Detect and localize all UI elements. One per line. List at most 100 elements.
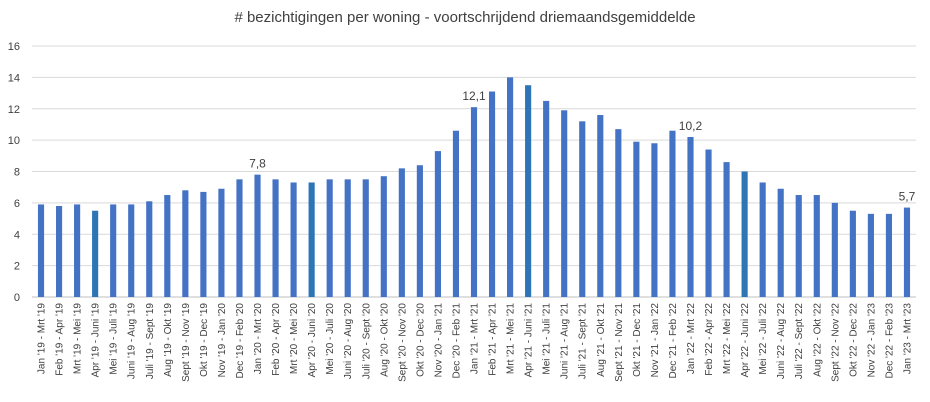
- y-axis-ticks: 0 2 4 6 8 10 12 14 16: [8, 41, 20, 304]
- x-tick-label: Jan '21 - Mrt '21: [470, 303, 481, 375]
- y-tick-label: 4: [14, 229, 20, 241]
- bar: [380, 176, 387, 297]
- x-tick-label: Mei '20 - Juli '20: [325, 303, 336, 375]
- bar: [651, 143, 658, 297]
- bar: [723, 162, 730, 297]
- bar: [362, 179, 369, 297]
- x-tick-label: Mei '19 - Juli '19: [109, 303, 120, 375]
- x-tick-label: Mrt '22 - Mei '22: [722, 303, 733, 374]
- x-tick-label: Sept '19 - Nov '19: [181, 303, 192, 382]
- x-tick-label: Mrt '19 - Mei '19: [73, 303, 84, 374]
- data-label: 5,7: [899, 190, 916, 204]
- x-tick-label: Juni '22 - Aug '22: [776, 303, 787, 380]
- bar: [488, 91, 496, 298]
- bar: [344, 179, 351, 297]
- x-tick-label: Dec '20 - Feb '21: [451, 303, 462, 379]
- bar: [777, 188, 784, 297]
- x-tick-label: Juli '22 - Sept '22: [794, 303, 805, 380]
- y-tick-label: 16: [8, 41, 20, 53]
- x-tick-label: Aug '20 - Okt '20: [379, 303, 390, 377]
- x-tick-label: Sept '22 - Nov '22: [830, 303, 841, 382]
- bar: [687, 136, 694, 297]
- bar: [867, 213, 874, 297]
- x-tick-label: Dec '22 - Feb '23: [884, 303, 895, 379]
- bar: [37, 204, 45, 297]
- bar: [885, 213, 893, 297]
- bar: [849, 210, 856, 297]
- bar: [200, 191, 207, 297]
- data-label: 10,2: [679, 119, 703, 133]
- bar: [416, 165, 423, 297]
- bar: [615, 129, 622, 297]
- y-tick-label: 10: [8, 135, 20, 147]
- x-tick-label: Nov '19 - Jan '20: [217, 303, 228, 378]
- bar: [903, 207, 911, 297]
- bar: [398, 168, 405, 297]
- bar: [597, 115, 604, 298]
- bar: [561, 110, 568, 297]
- bar: [543, 100, 550, 297]
- bar: [579, 121, 586, 297]
- bar: [831, 202, 838, 297]
- bar: [236, 179, 243, 297]
- x-tick-label: Okt '19 - Dec '19: [199, 303, 210, 377]
- x-tick-label: Aug '21 - Okt '21: [596, 303, 607, 377]
- bar: [308, 182, 315, 297]
- x-tick-label: Nov '22 - Jan '23: [866, 303, 877, 378]
- x-tick-label: Aug '19 - Okt '19: [163, 303, 174, 377]
- x-tick-label: Mei '22 - Juli '22: [758, 303, 769, 375]
- bar: [434, 151, 441, 297]
- bar: [759, 182, 766, 297]
- bar: [795, 195, 802, 297]
- bar: [146, 201, 153, 297]
- bars: [37, 77, 911, 298]
- x-tick-label: Apr '20 - Juni '20: [307, 303, 318, 378]
- y-tick-label: 14: [8, 72, 20, 84]
- data-label: 7,8: [249, 157, 266, 171]
- x-tick-label: Feb '22 - Apr '22: [704, 303, 715, 376]
- bar: [92, 210, 99, 297]
- y-tick-label: 0: [14, 292, 20, 304]
- bar: [452, 130, 460, 297]
- x-tick-label: Feb '19 - Apr '19: [55, 303, 66, 376]
- bar: [705, 149, 712, 297]
- bar: [525, 85, 532, 297]
- x-tick-label: Jan '22 - Mrt '22: [686, 303, 697, 375]
- bar: [669, 130, 676, 297]
- x-tick-label: Feb '21 - Apr '21: [488, 303, 499, 376]
- chart-title: # bezichtigingen per woning - voortschri…: [234, 9, 696, 26]
- bar: [741, 171, 748, 297]
- y-tick-label: 2: [14, 261, 20, 273]
- bar: [470, 107, 478, 298]
- x-tick-label: Jan '19 - Mrt '19: [37, 303, 48, 375]
- data-label: 12,1: [462, 89, 486, 103]
- bar: [290, 182, 297, 297]
- bar: [813, 195, 820, 297]
- x-tick-label: Juni '20 - Aug '20: [343, 303, 354, 380]
- bar: [326, 179, 333, 297]
- bar: [74, 204, 81, 297]
- x-tick-label: Juni '19 - Aug '19: [127, 303, 138, 380]
- y-tick-label: 12: [8, 104, 20, 116]
- x-tick-label: Mrt '21 - Mei '21: [506, 303, 517, 374]
- x-tick-label: Juli '21 - Sept '21: [578, 303, 589, 380]
- bar: [128, 204, 135, 297]
- bar: [633, 141, 640, 297]
- x-tick-label: Juli '19 - Sept '19: [145, 303, 156, 380]
- bar: [164, 195, 171, 297]
- x-tick-label: Okt '21 - Dec '21: [632, 303, 643, 377]
- x-tick-label: Dec '21 - Feb '22: [668, 303, 679, 379]
- x-tick-label: Apr '19 - Juni '19: [91, 303, 102, 378]
- x-tick-label: Apr '21 - Juni '21: [524, 303, 535, 378]
- x-tick-label: Nov '21 - Jan '22: [650, 303, 661, 378]
- bar: [272, 179, 279, 297]
- bar: [182, 190, 189, 297]
- x-tick-label: Juli '20 - Sept '20: [361, 303, 372, 380]
- bar: [254, 174, 261, 297]
- y-tick-label: 8: [14, 167, 20, 179]
- x-tick-label: Nov '20 - Jan '21: [433, 303, 444, 378]
- bar: [507, 77, 514, 297]
- data-labels: 7,8 12,1 10,2 5,7: [249, 89, 915, 203]
